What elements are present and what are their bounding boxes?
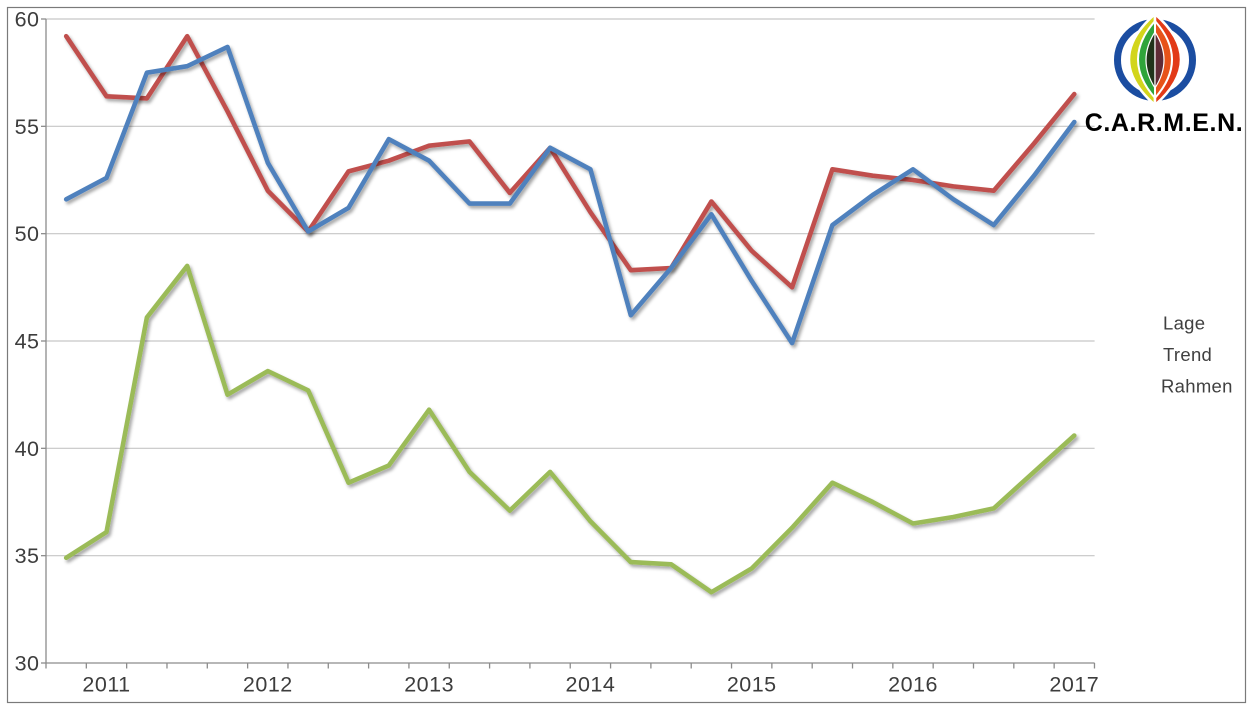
x-tick-label-2016: 2016 [888,673,938,697]
carmen-logo-icon [1114,11,1196,108]
carmen-logo-text: C.A.R.M.E.N. [1085,109,1244,137]
series-lines [63,33,1077,595]
y-tick-label-55: 55 [15,115,40,139]
series-line-lage [63,44,1077,346]
legend-item-rahmen: Rahmen [1122,376,1233,397]
x-tick-label-2014: 2014 [566,673,616,697]
x-tick-label-2011: 2011 [82,673,130,697]
logo-flame-inner-right [1154,29,1165,91]
y-axis-labels: 60 55 50 45 40 35 30 [15,8,40,676]
y-tick-label-30: 30 [15,652,40,676]
legend-label-rahmen: Rahmen [1161,376,1233,397]
x-axis-labels: 2011 2012 2013 2014 2015 2016 2017 [82,673,1099,697]
legend: Lage Trend Rahmen [1122,313,1233,397]
legend-item-lage: Lage [1122,313,1205,334]
legend-item-trend: Trend [1122,344,1212,365]
plot-gridlines [46,18,1095,557]
x-tick-label-2015: 2015 [727,673,777,697]
x-tick-label-2013: 2013 [404,673,454,697]
y-tick-label-50: 50 [15,222,40,246]
carmen-logo: C.A.R.M.E.N. [1085,11,1244,137]
x-tick-label-2017: 2017 [1049,673,1099,697]
y-tick-label-40: 40 [15,437,40,461]
series-line-trend [63,33,1077,290]
x-tick-label-2012: 2012 [243,673,293,697]
plot-axes [41,18,1096,669]
legend-label-lage: Lage [1163,313,1205,334]
y-tick-label-60: 60 [15,8,40,32]
y-tick-label-45: 45 [15,330,40,354]
legend-label-trend: Trend [1163,344,1212,365]
series-line-rahmen [63,263,1077,595]
y-tick-label-35: 35 [15,544,40,568]
chart-outer-border [6,6,1247,704]
